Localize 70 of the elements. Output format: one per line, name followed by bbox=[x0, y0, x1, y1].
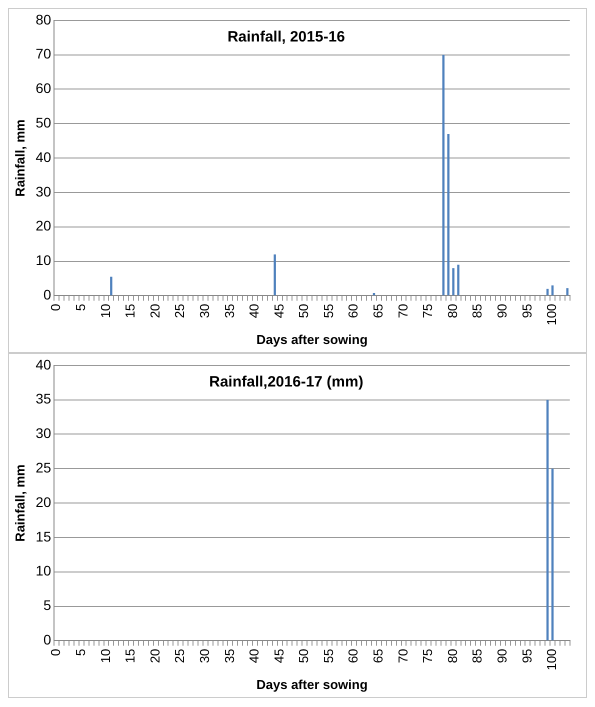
bar bbox=[274, 254, 276, 296]
y-tick-label: 20 bbox=[36, 218, 52, 234]
x-tick-label: 20 bbox=[147, 648, 162, 664]
x-tick-label: 95 bbox=[519, 648, 534, 664]
y-tick-label: 60 bbox=[36, 80, 52, 96]
y-tick-label: 40 bbox=[36, 356, 52, 372]
x-tick-label: 50 bbox=[296, 304, 312, 318]
bar bbox=[447, 134, 450, 296]
x-tick-label: 45 bbox=[271, 304, 286, 318]
x-tick-label: 55 bbox=[320, 648, 336, 664]
x-tick-label: 45 bbox=[271, 648, 286, 664]
x-tick-label: 15 bbox=[122, 304, 138, 318]
x-tick-label: 30 bbox=[196, 648, 212, 664]
x-tick-label: 55 bbox=[320, 304, 336, 318]
x-tick-label: 80 bbox=[444, 304, 460, 318]
x-tick-label: 25 bbox=[172, 648, 188, 664]
x-axis-title: Days after sowing bbox=[256, 332, 368, 347]
x-tick-label: 40 bbox=[246, 304, 262, 318]
y-tick-label: 70 bbox=[36, 46, 52, 62]
x-tick-label: 60 bbox=[346, 648, 361, 664]
x-tick-label: 100 bbox=[544, 648, 560, 670]
y-tick-label: 10 bbox=[36, 562, 52, 579]
x-tick-label: 65 bbox=[370, 648, 386, 664]
y-tick-label: 15 bbox=[36, 528, 52, 544]
x-tick-label: 75 bbox=[420, 304, 436, 318]
bar bbox=[452, 268, 454, 296]
x-tick-label: 40 bbox=[246, 648, 262, 664]
y-tick-label: 10 bbox=[36, 252, 52, 268]
x-tick-label: 10 bbox=[98, 648, 113, 664]
y-tick-label: 50 bbox=[36, 114, 52, 130]
y-tick-label: 20 bbox=[36, 494, 52, 510]
x-tick-label: 5 bbox=[73, 648, 88, 656]
y-axis-title: Rainfall, mm bbox=[12, 464, 28, 542]
bar bbox=[457, 264, 460, 296]
x-tick-label: 20 bbox=[147, 304, 162, 318]
x-tick-label: 65 bbox=[370, 304, 386, 318]
x-tick-label: 5 bbox=[73, 304, 88, 311]
x-tick-label: 70 bbox=[395, 648, 410, 664]
x-tick-label: 50 bbox=[296, 648, 312, 664]
x-tick-label: 85 bbox=[470, 304, 485, 318]
x-tick-label: 95 bbox=[519, 304, 534, 318]
x-tick-label: 35 bbox=[222, 304, 237, 318]
x-axis-title: Days after sowing bbox=[256, 676, 368, 692]
text: Rainfall, 2015-16 bbox=[227, 28, 346, 46]
x-tick-label: 30 bbox=[196, 304, 212, 318]
y-tick-label: 25 bbox=[36, 460, 52, 476]
y-tick-label: 5 bbox=[43, 597, 52, 614]
y-axis-title: Rainfall, mm bbox=[12, 119, 28, 197]
y-tick-label: 30 bbox=[36, 425, 52, 442]
x-tick-label: 0 bbox=[48, 304, 64, 311]
y-tick-label: 40 bbox=[36, 148, 52, 165]
x-tick-label: 70 bbox=[395, 304, 410, 318]
y-tick-label: 30 bbox=[36, 183, 52, 200]
x-tick-label: 15 bbox=[122, 648, 138, 664]
x-tick-label: 90 bbox=[494, 304, 510, 318]
y-tick-label: 35 bbox=[36, 390, 52, 407]
bar bbox=[110, 276, 112, 296]
text: Rainfall,2016-17 (mm) bbox=[209, 374, 364, 391]
x-tick-label: 10 bbox=[98, 304, 113, 318]
x-tick-label: 0 bbox=[48, 648, 64, 656]
x-tick-label: 85 bbox=[470, 648, 485, 664]
x-tick-label: 35 bbox=[222, 648, 237, 664]
x-tick-label: 60 bbox=[346, 304, 361, 318]
x-tick-label: 90 bbox=[494, 648, 510, 664]
bar bbox=[442, 54, 445, 296]
x-tick-label: 100 bbox=[544, 304, 560, 326]
y-tick-label: 80 bbox=[36, 11, 52, 28]
x-tick-label: 25 bbox=[172, 304, 188, 318]
x-tick-label: 75 bbox=[420, 648, 436, 664]
x-tick-label: 80 bbox=[444, 648, 460, 664]
